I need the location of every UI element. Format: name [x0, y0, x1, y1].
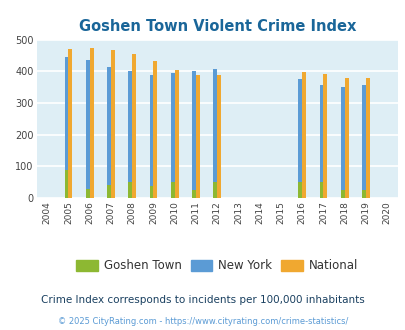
Bar — [340, 87, 344, 198]
Bar — [128, 182, 132, 198]
Bar — [85, 189, 90, 198]
Bar — [64, 170, 68, 198]
Bar — [85, 60, 90, 198]
Bar — [323, 74, 326, 198]
Bar — [217, 75, 220, 198]
Bar — [344, 78, 348, 198]
Bar — [213, 182, 217, 198]
Legend: Goshen Town, New York, National: Goshen Town, New York, National — [72, 254, 362, 277]
Bar — [192, 190, 196, 198]
Bar — [107, 185, 111, 198]
Bar — [340, 190, 344, 198]
Bar — [149, 75, 153, 198]
Bar — [153, 61, 157, 198]
Bar — [298, 79, 301, 198]
Bar — [90, 48, 93, 198]
Bar — [171, 182, 174, 198]
Bar — [361, 85, 365, 198]
Bar — [149, 186, 153, 198]
Bar — [196, 75, 199, 198]
Title: Goshen Town Violent Crime Index: Goshen Town Violent Crime Index — [78, 19, 355, 34]
Bar — [128, 71, 132, 198]
Bar — [213, 69, 217, 198]
Bar — [192, 71, 196, 198]
Bar — [107, 67, 111, 198]
Bar — [365, 78, 369, 198]
Bar — [111, 50, 115, 198]
Bar — [68, 50, 72, 198]
Bar — [319, 182, 323, 198]
Bar — [64, 57, 68, 198]
Bar — [301, 72, 305, 198]
Bar — [361, 190, 365, 198]
Bar — [132, 54, 136, 198]
Bar — [319, 85, 323, 198]
Bar — [298, 182, 301, 198]
Text: Crime Index corresponds to incidents per 100,000 inhabitants: Crime Index corresponds to incidents per… — [41, 295, 364, 305]
Bar — [174, 70, 178, 198]
Text: © 2025 CityRating.com - https://www.cityrating.com/crime-statistics/: © 2025 CityRating.com - https://www.city… — [58, 317, 347, 326]
Bar — [171, 74, 174, 198]
